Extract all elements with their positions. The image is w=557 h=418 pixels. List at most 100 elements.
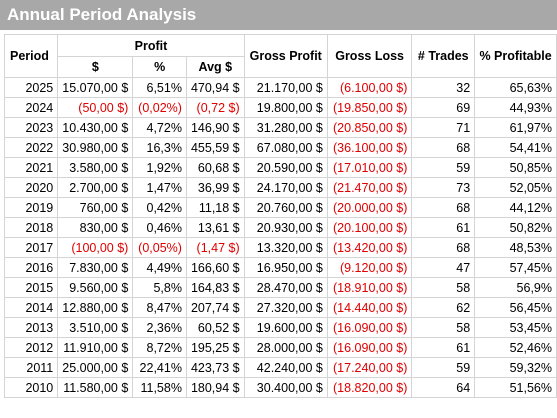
table-row[interactable]: 2021 3.580,00 $1,92% 60,68 $20.590,00 $ (17… <box>3 157 557 178</box>
cell-profit-pct: 8,72% <box>132 337 187 358</box>
cell-gross-loss: (18.820,00 $) <box>326 377 413 398</box>
cell-pct-profitable: 57,45% <box>474 257 557 278</box>
cell-pct-profitable: 56,9% <box>474 277 557 298</box>
cell-gross-loss: (36.100,00 $) <box>326 137 413 158</box>
cell-gross-loss: (18.910,00 $) <box>326 277 413 298</box>
cell-period: 2010 <box>3 377 59 398</box>
table-row[interactable]: 2024 (50,00 $) (0,02%) (0,72 $) 19.800,00 $(… <box>3 97 557 118</box>
table-row[interactable]: 2013 3.510,00 $2,36% 60,52 $19.600,00 $ (16… <box>3 317 557 338</box>
cell-avg: 11,18 $ <box>185 197 245 218</box>
header-trades[interactable]: # Trades <box>411 34 476 78</box>
cell-gross-profit: 67.080,00 $ <box>243 137 328 158</box>
cell-profit: 3.510,00 $ <box>57 317 134 338</box>
cell-gross-loss: (19.850,00 $) <box>326 97 413 118</box>
cell-period: 2019 <box>3 197 59 218</box>
header-pct-profitable[interactable]: % Profitable <box>474 34 557 78</box>
cell-gross-loss: (21.470,00 $) <box>326 177 413 198</box>
cell-profit-pct: 5,8% <box>132 277 187 298</box>
cell-trades: 68 <box>411 237 476 258</box>
cell-profit-pct: 4,72% <box>132 117 187 138</box>
cell-period: 2018 <box>3 217 59 238</box>
cell-gross-profit: 13.320,00 $ <box>243 237 328 258</box>
cell-profit: 830,00 $ <box>57 217 134 238</box>
cell-gross-profit: 19.600,00 $ <box>243 317 328 338</box>
cell-profit: 760,00 $ <box>57 197 134 218</box>
header-avg[interactable]: Avg $ <box>185 56 245 78</box>
cell-pct-profitable: 65,63% <box>474 77 557 98</box>
cell-trades: 59 <box>411 157 476 178</box>
cell-avg: 13,61 $ <box>185 217 245 238</box>
table-row[interactable]: 2017 (100,00 $) (0,05%) (1,47 $) 13.320,00 $… <box>3 237 557 258</box>
cell-gross-profit: 27.320,00 $ <box>243 297 328 318</box>
table-row[interactable]: 2010 11.580,00 $11,58% 180,94 $30.400,00 $… <box>3 377 557 398</box>
table-row[interactable]: 2018 830,00 $0,46% 13,61 $20.930,00 $ (20.1… <box>3 217 557 238</box>
cell-gross-profit: 20.930,00 $ <box>243 217 328 238</box>
table-row[interactable]: 2020 2.700,00 $1,47% 36,99 $24.170,00 $ (21… <box>3 177 557 198</box>
cell-profit-pct: 6,51% <box>132 77 187 98</box>
cell-period: 2025 <box>3 77 59 98</box>
table-row[interactable]: 2015 9.560,00 $5,8% 164,83 $28.470,00 $ (18… <box>3 277 557 298</box>
cell-pct-profitable: 52,05% <box>474 177 557 198</box>
header-gross-loss[interactable]: Gross Loss <box>326 34 413 78</box>
cell-gross-loss: (20.100,00 $) <box>326 217 413 238</box>
cell-gross-loss: (16.090,00 $) <box>326 337 413 358</box>
cell-gross-profit: 31.280,00 $ <box>243 117 328 138</box>
cell-avg: 423,73 $ <box>185 357 245 378</box>
cell-period: 2021 <box>3 157 59 178</box>
cell-trades: 61 <box>411 217 476 238</box>
cell-trades: 58 <box>411 277 476 298</box>
cell-gross-profit: 30.400,00 $ <box>243 377 328 398</box>
header-gross-profit[interactable]: Gross Profit <box>243 34 328 78</box>
cell-pct-profitable: 52,46% <box>474 337 557 358</box>
cell-pct-profitable: 44,93% <box>474 97 557 118</box>
cell-pct-profitable: 54,41% <box>474 137 557 158</box>
table-row[interactable]: 2011 25.000,00 $22,41% 423,73 $42.240,00 $… <box>3 357 557 378</box>
cell-gross-loss: (13.420,00 $) <box>326 237 413 258</box>
cell-avg: 470,94 $ <box>185 77 245 98</box>
cell-gross-profit: 24.170,00 $ <box>243 177 328 198</box>
cell-trades: 64 <box>411 377 476 398</box>
cell-trades: 68 <box>411 197 476 218</box>
window-title-bar: Annual Period Analysis <box>0 0 557 30</box>
cell-profit: 2.700,00 $ <box>57 177 134 198</box>
table-row[interactable]: 2023 10.430,00 $4,72% 146,90 $31.280,00 $(… <box>3 117 557 138</box>
cell-profit: 11.580,00 $ <box>57 377 134 398</box>
cell-profit-pct: 22,41% <box>132 357 187 378</box>
table-row[interactable]: 2022 30.980,00 $16,3% 455,59 $67.080,00 $(… <box>3 137 557 158</box>
table-row[interactable]: 2019 760,00 $0,42% 11,18 $20.760,00 $ (20.0… <box>3 197 557 218</box>
header-profit-dollar[interactable]: $ <box>57 56 134 78</box>
cell-gross-loss: (16.090,00 $) <box>326 317 413 338</box>
cell-avg: 36,99 $ <box>185 177 245 198</box>
cell-gross-profit: 42.240,00 $ <box>243 357 328 378</box>
cell-profit-pct: 0,46% <box>132 217 187 238</box>
header-period[interactable]: Period <box>3 34 59 78</box>
cell-profit-pct: (0,02%) <box>132 97 187 118</box>
page-title: Annual Period Analysis <box>7 5 197 24</box>
cell-profit: 9.560,00 $ <box>57 277 134 298</box>
cell-pct-profitable: 53,45% <box>474 317 557 338</box>
cell-trades: 61 <box>411 337 476 358</box>
table-row[interactable]: 2012 11.910,00 $8,72% 195,25 $28.000,00 $(… <box>3 337 557 358</box>
cell-avg: 164,83 $ <box>185 277 245 298</box>
cell-pct-profitable: 50,82% <box>474 217 557 238</box>
cell-period: 2023 <box>3 117 59 138</box>
cell-profit: (50,00 $) <box>57 97 134 118</box>
cell-profit-pct: (0,05%) <box>132 237 187 258</box>
cell-gross-loss: (20.850,00 $) <box>326 117 413 138</box>
cell-profit-pct: 0,42% <box>132 197 187 218</box>
cell-trades: 32 <box>411 77 476 98</box>
cell-period: 2020 <box>3 177 59 198</box>
cell-profit: (100,00 $) <box>57 237 134 258</box>
table-row[interactable]: 2014 12.880,00 $8,47% 207,74 $27.320,00 $(… <box>3 297 557 318</box>
table-row[interactable]: 2016 7.830,00 $4,49% 166,60 $16.950,00 $ (9… <box>3 257 557 278</box>
table-row[interactable]: 2025 15.070,00 $6,51% 470,94 $21.170,00 $(… <box>3 77 557 98</box>
cell-avg: (1,47 $) <box>185 237 245 258</box>
header-profit-pct[interactable]: % <box>132 56 187 78</box>
cell-profit-pct: 1,92% <box>132 157 187 178</box>
cell-trades: 59 <box>411 357 476 378</box>
cell-pct-profitable: 61,97% <box>474 117 557 138</box>
cell-period: 2022 <box>3 137 59 158</box>
cell-avg: 166,60 $ <box>185 257 245 278</box>
cell-avg: 207,74 $ <box>185 297 245 318</box>
cell-period: 2024 <box>3 97 59 118</box>
